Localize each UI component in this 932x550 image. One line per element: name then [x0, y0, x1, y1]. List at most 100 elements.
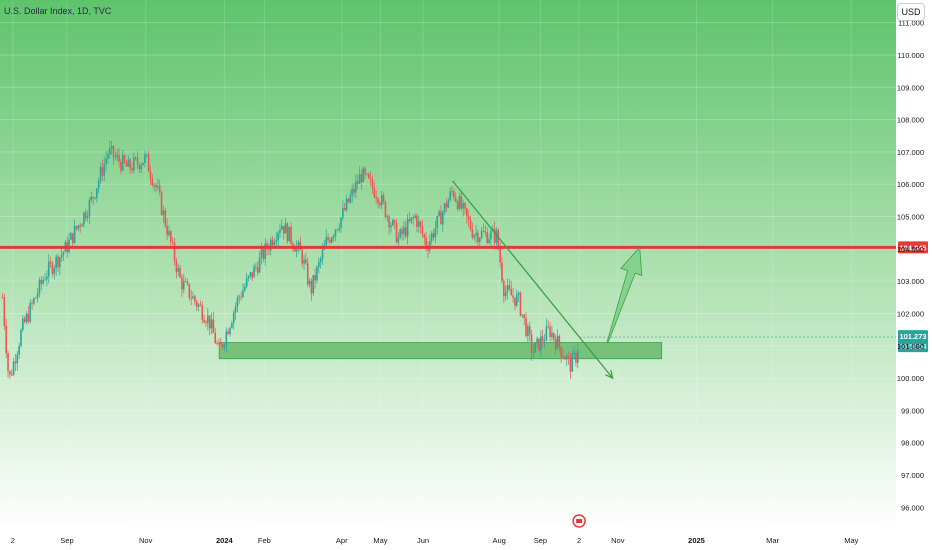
candle-body: [9, 371, 11, 375]
candle-body: [90, 196, 93, 200]
candle-body: [510, 288, 513, 296]
candle-body: [571, 353, 574, 372]
candle-body: [377, 198, 379, 204]
candle-body: [138, 164, 141, 170]
candle-body: [44, 279, 46, 281]
candle-body: [151, 178, 154, 186]
y-tick-label: 102.000: [897, 309, 924, 318]
candle-body: [16, 354, 19, 364]
x-tick-label: 2024: [216, 536, 234, 545]
candle-body: [451, 191, 453, 193]
candle-body: [506, 285, 509, 293]
candle-body: [53, 268, 56, 274]
candle-body: [575, 352, 577, 363]
candle-body: [308, 280, 311, 285]
candle-body: [373, 188, 376, 198]
candle-body: [480, 231, 483, 239]
candle-body: [210, 319, 213, 329]
candle-body: [22, 318, 24, 330]
candle-body: [519, 292, 522, 316]
candle-body: [236, 297, 239, 307]
x-tick-label: Apr: [336, 536, 348, 545]
candle-body: [427, 247, 429, 251]
candle-body: [260, 249, 263, 258]
support-zone: [218, 342, 663, 360]
candle-body: [157, 186, 159, 188]
y-tick-label: 96.000: [901, 503, 924, 512]
candle-body: [29, 302, 32, 322]
candle-body: [131, 168, 133, 171]
candle-body: [227, 331, 229, 335]
candle-body: [329, 239, 331, 243]
candle-body: [508, 285, 511, 289]
candle-body: [560, 346, 562, 357]
candle-body: [399, 229, 402, 238]
candle-body: [42, 279, 44, 284]
candle-body: [268, 249, 270, 251]
currency-button[interactable]: USD: [897, 3, 925, 21]
candle-body: [173, 242, 176, 261]
last-price-tag: [898, 330, 928, 353]
candle-body: [112, 145, 115, 158]
candle-body: [34, 297, 37, 299]
candle-body: [318, 262, 320, 267]
resistance-price-label: 104.045: [899, 243, 926, 252]
x-tick-label: Jun: [417, 536, 429, 545]
candle-body: [282, 225, 285, 234]
candle-body: [347, 198, 350, 203]
y-tick-label: 99.000: [901, 406, 924, 415]
candle-body: [440, 211, 442, 225]
candle-body: [92, 196, 94, 199]
candle-body: [192, 296, 194, 299]
candle-body: [129, 159, 131, 169]
candle-body: [429, 241, 431, 251]
candle-body: [404, 227, 407, 237]
candle-body: [456, 201, 459, 210]
candle-body: [475, 232, 477, 236]
candle-body: [401, 229, 403, 235]
candle-body: [552, 332, 555, 340]
candle-body: [46, 276, 48, 280]
candle-body: [207, 315, 209, 324]
time-axis: [0, 530, 896, 550]
candle-body: [316, 266, 318, 281]
candle-body: [186, 281, 189, 284]
candle-body: [62, 252, 65, 255]
candle-body: [244, 286, 246, 291]
candle-body: [379, 203, 381, 206]
candle-body: [408, 219, 411, 222]
candle-body: [366, 173, 368, 175]
candle-body: [340, 217, 342, 229]
candle-body: [288, 226, 291, 242]
candle-body: [464, 203, 466, 209]
candle-body: [3, 297, 6, 326]
candle-body: [162, 210, 165, 215]
candle-body: [330, 237, 333, 243]
candle-body: [286, 223, 289, 242]
candle-body: [477, 232, 479, 243]
candle-body: [153, 184, 155, 186]
candle-body: [447, 200, 450, 208]
candle-body: [327, 237, 329, 240]
candle-body: [371, 179, 374, 189]
candle-body: [60, 254, 63, 258]
candle-body: [334, 229, 337, 236]
candle-body: [355, 181, 357, 193]
candle-body: [269, 239, 272, 251]
candle-body: [351, 188, 353, 196]
candle-body: [421, 226, 424, 235]
candle-body: [5, 325, 7, 354]
candle-body: [384, 201, 387, 218]
x-tick-label: 2: [11, 536, 15, 545]
candle-body: [504, 292, 507, 297]
x-tick-label: Sep: [534, 536, 547, 545]
candle-body: [292, 243, 294, 249]
candle-body: [225, 331, 228, 346]
candle-body: [168, 231, 170, 236]
candle-body: [190, 297, 192, 299]
candle-body: [443, 203, 446, 213]
candle-body: [155, 184, 157, 188]
candle-body: [47, 261, 50, 277]
candle-body: [342, 208, 344, 218]
